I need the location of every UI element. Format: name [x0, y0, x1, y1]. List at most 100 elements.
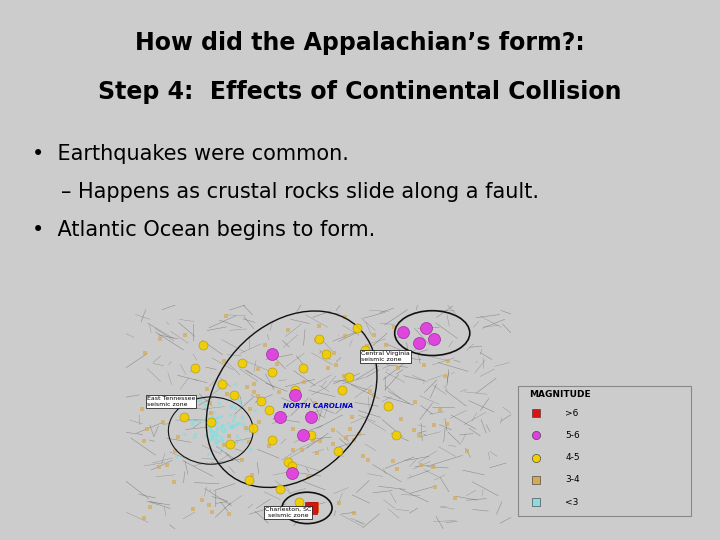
Point — [413, 431, 424, 440]
Point — [206, 435, 217, 444]
Point — [307, 503, 318, 511]
Point — [274, 484, 286, 493]
Point — [320, 350, 332, 359]
Point — [204, 424, 216, 433]
Point — [212, 437, 224, 445]
Point — [225, 393, 237, 402]
Point — [222, 419, 233, 428]
Point — [336, 386, 348, 395]
Point — [361, 342, 372, 350]
Text: 4-5: 4-5 — [565, 453, 580, 462]
Point — [197, 496, 208, 505]
Point — [338, 372, 350, 380]
Point — [220, 312, 232, 321]
Point — [234, 401, 246, 409]
Point — [391, 464, 402, 473]
Point — [232, 418, 243, 427]
Point — [207, 431, 219, 440]
Point — [353, 430, 364, 438]
Point — [210, 428, 221, 437]
Point — [296, 446, 307, 454]
Point — [348, 508, 359, 517]
Point — [186, 505, 198, 514]
Point — [339, 313, 351, 322]
Point — [413, 339, 425, 348]
Point — [294, 498, 305, 507]
Point — [441, 420, 453, 428]
Point — [210, 414, 222, 423]
Point — [211, 417, 222, 426]
Point — [248, 424, 259, 433]
Point — [388, 322, 400, 331]
Text: •  Atlantic Ocean begins to form.: • Atlantic Ocean begins to form. — [32, 219, 376, 240]
Point — [217, 379, 228, 388]
Point — [200, 415, 212, 424]
Point — [531, 409, 542, 417]
Point — [264, 442, 275, 450]
Point — [248, 380, 259, 389]
Point — [170, 447, 181, 455]
Point — [173, 433, 184, 442]
Point — [141, 425, 153, 434]
Point — [266, 350, 278, 359]
Point — [312, 334, 324, 343]
Point — [145, 502, 156, 511]
Point — [310, 335, 322, 344]
Point — [429, 483, 441, 491]
Point — [200, 430, 212, 439]
Point — [415, 461, 426, 469]
Point — [243, 437, 255, 446]
Point — [387, 456, 398, 465]
Point — [197, 416, 209, 424]
Point — [224, 410, 235, 419]
Point — [428, 421, 440, 429]
Point — [213, 399, 225, 408]
Point — [307, 435, 319, 444]
Point — [275, 505, 287, 514]
Point — [224, 440, 235, 448]
Point — [225, 402, 236, 411]
Point — [369, 330, 380, 339]
Point — [390, 431, 402, 440]
Point — [286, 469, 297, 477]
Point — [207, 411, 218, 420]
Point — [222, 390, 233, 399]
Point — [211, 424, 222, 433]
Point — [368, 391, 379, 400]
Point — [434, 406, 446, 415]
Point — [305, 504, 317, 512]
Point — [227, 415, 238, 424]
Point — [207, 433, 218, 442]
Point — [225, 423, 237, 431]
Point — [246, 470, 258, 479]
Point — [207, 419, 218, 428]
Point — [209, 407, 220, 416]
Text: East Tennessee
seismic zone: East Tennessee seismic zone — [147, 396, 196, 407]
Point — [392, 364, 403, 373]
Point — [302, 473, 314, 482]
Point — [344, 424, 356, 433]
Text: •  Earthquakes were common.: • Earthquakes were common. — [32, 144, 349, 164]
Point — [348, 436, 359, 444]
Point — [138, 437, 150, 445]
Text: How did the Appalachian’s form?:: How did the Appalachian’s form?: — [135, 31, 585, 55]
Point — [305, 431, 317, 440]
Point — [531, 498, 542, 507]
Point — [189, 363, 201, 372]
Text: <3: <3 — [565, 498, 579, 507]
Point — [209, 419, 220, 428]
Point — [168, 478, 180, 487]
Point — [218, 427, 230, 435]
Point — [237, 413, 248, 422]
Point — [214, 444, 225, 453]
Point — [253, 365, 264, 374]
Point — [442, 356, 454, 365]
Point — [219, 424, 230, 433]
Point — [462, 447, 473, 456]
Point — [339, 332, 351, 340]
Point — [289, 390, 301, 399]
Point — [226, 420, 238, 429]
Point — [263, 406, 274, 415]
Point — [217, 357, 229, 366]
Point — [217, 420, 228, 429]
